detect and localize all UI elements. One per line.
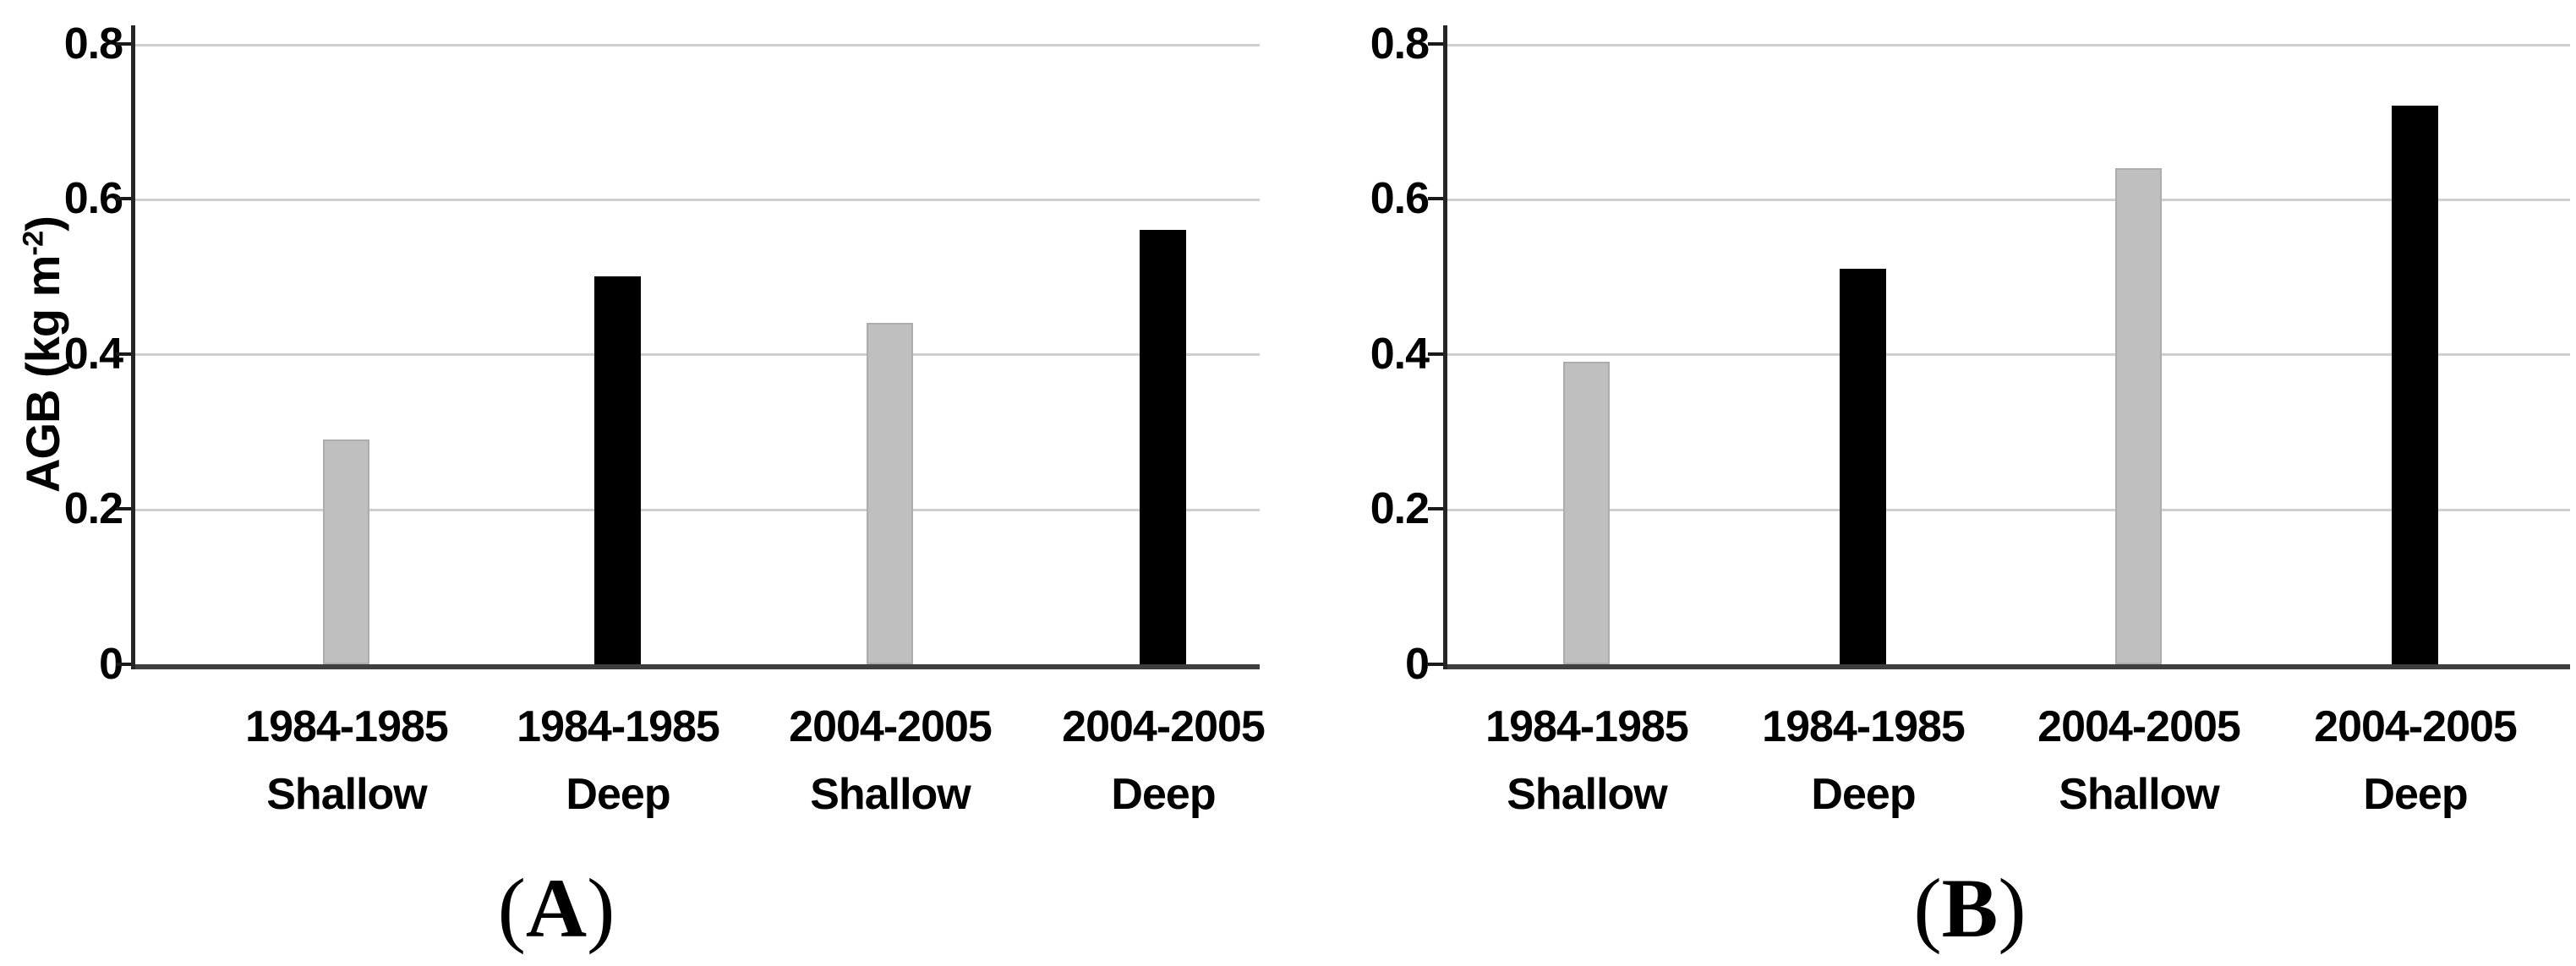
bar-a-2004-2005-shallow xyxy=(867,323,913,664)
y-tick-mark xyxy=(116,197,131,200)
category-label: 1984-1985 Shallow xyxy=(1435,693,1739,828)
y-tick-mark xyxy=(1428,663,1443,666)
category-line2: Deep xyxy=(2363,770,2468,819)
category-line1: 1984-1985 xyxy=(245,702,449,751)
y-tick-label: 0.6 xyxy=(63,174,123,223)
y-tick-mark xyxy=(1428,352,1443,356)
bar-a-1984-1985-deep xyxy=(594,276,641,664)
bar-b-1984-1985-deep xyxy=(1840,269,1886,664)
category-line1: 1984-1985 xyxy=(1485,702,1689,751)
category-label: 2004-2005 Deep xyxy=(1011,693,1315,828)
y-tick-mark xyxy=(1428,197,1443,200)
y-axis-line-a xyxy=(131,25,135,669)
plot-area-a xyxy=(135,44,1260,669)
category-line2: Deep xyxy=(1111,770,1216,819)
y-axis-title-superscript: -2 xyxy=(16,231,49,256)
gridline xyxy=(135,44,1260,46)
category-label: 1984-1985 Shallow xyxy=(194,693,499,828)
category-line1: 2004-2005 xyxy=(2037,702,2241,751)
gridline xyxy=(1447,353,2570,356)
category-line1: 1984-1985 xyxy=(1762,702,1966,751)
paren-close: ) xyxy=(1998,861,2026,955)
y-tick-label: 0.2 xyxy=(1370,484,1430,533)
y-tick-label: 0.8 xyxy=(1370,19,1430,68)
paren-close: ) xyxy=(587,861,615,955)
y-tick-label: 0.6 xyxy=(1370,174,1430,223)
y-tick-label: 0.2 xyxy=(63,484,123,533)
category-line2: Shallow xyxy=(2059,770,2219,819)
category-line2: Deep xyxy=(566,770,670,819)
y-tick-mark xyxy=(1428,507,1443,510)
category-label: 2004-2005 Shallow xyxy=(738,693,1042,828)
gridline xyxy=(135,353,1260,356)
gridline xyxy=(1447,199,2570,201)
paren-open: ( xyxy=(1913,861,1942,955)
panel-label-b: (B) xyxy=(1758,862,2181,955)
category-line1: 1984-1985 xyxy=(517,702,720,751)
y-axis-line-b xyxy=(1443,25,1447,669)
gridline xyxy=(135,509,1260,511)
bar-b-2004-2005-deep xyxy=(2392,106,2438,664)
gridline xyxy=(1447,44,2570,46)
y-tick-label: 0.4 xyxy=(1370,330,1430,379)
y-tick-label: 0.4 xyxy=(63,330,123,379)
y-tick-mark xyxy=(116,352,131,356)
category-line1: 2004-2005 xyxy=(2314,702,2518,751)
panel-letter-a: A xyxy=(525,861,588,955)
y-tick-label: 0 xyxy=(1405,640,1430,689)
bar-a-1984-1985-shallow xyxy=(323,439,369,664)
bar-b-1984-1985-shallow xyxy=(1563,362,1610,664)
gridline xyxy=(1447,509,2570,511)
bar-a-2004-2005-deep xyxy=(1140,230,1186,664)
category-line1: 2004-2005 xyxy=(789,702,993,751)
category-label: 1984-1985 Deep xyxy=(1711,693,2015,828)
y-tick-mark xyxy=(1428,42,1443,46)
category-line2: Shallow xyxy=(1507,770,1667,819)
category-line2: Shallow xyxy=(266,770,427,819)
category-label: 1984-1985 Deep xyxy=(466,693,770,828)
plot-area-b xyxy=(1447,44,2570,669)
y-tick-label: 0.8 xyxy=(63,19,123,68)
category-line1: 2004-2005 xyxy=(1062,702,1266,751)
category-label: 2004-2005 Deep xyxy=(2263,693,2568,828)
panel-letter-b: B xyxy=(1941,861,1999,955)
category-line2: Shallow xyxy=(810,770,971,819)
panel-label-a: (A) xyxy=(345,862,768,955)
y-tick-label: 0 xyxy=(99,640,123,689)
category-label: 2004-2005 Shallow xyxy=(1987,693,2291,828)
bar-b-2004-2005-shallow xyxy=(2115,167,2162,664)
paren-open: ( xyxy=(497,861,526,955)
y-tick-mark xyxy=(116,42,131,46)
y-tick-mark xyxy=(116,663,131,666)
category-line2: Deep xyxy=(1811,770,1916,819)
gridline xyxy=(135,199,1260,201)
y-tick-mark xyxy=(116,507,131,510)
